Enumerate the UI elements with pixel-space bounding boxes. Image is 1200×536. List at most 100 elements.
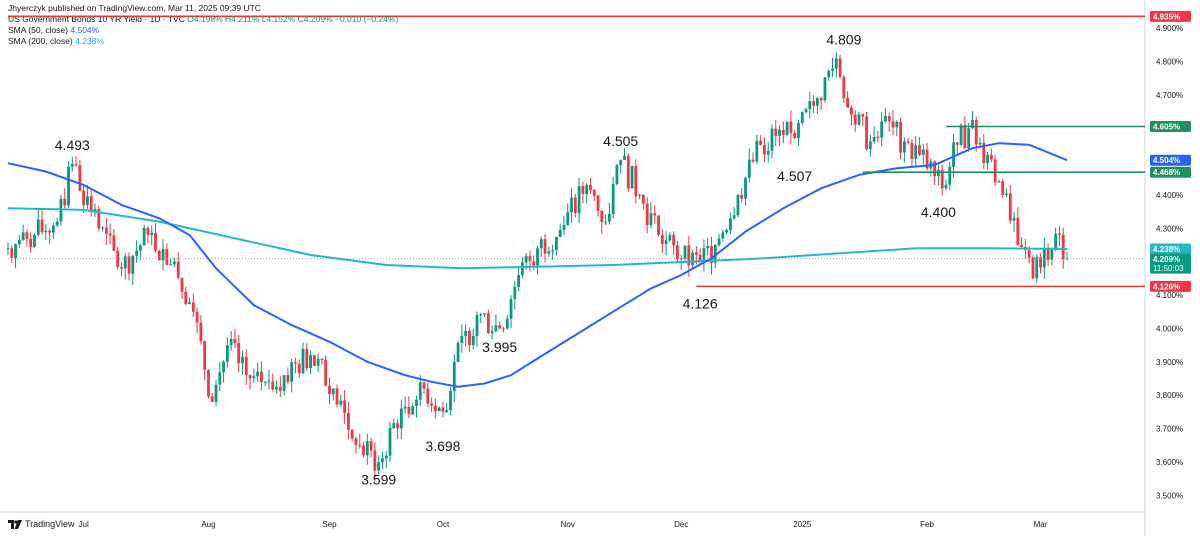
price-tag (1150, 243, 1191, 255)
candle-body (687, 245, 691, 266)
candle-body (763, 144, 766, 155)
candle-body (161, 249, 165, 261)
candle-body (112, 235, 116, 251)
candle-body (823, 77, 827, 101)
candle-body (25, 232, 29, 239)
candle-body (290, 362, 294, 382)
candle-body (887, 115, 891, 122)
price-tag-label: 4.126% (1153, 282, 1180, 291)
candle-body (850, 107, 853, 115)
candle-body (509, 299, 513, 319)
candle-body (294, 362, 297, 364)
candle-body (555, 237, 558, 250)
candle-body (449, 390, 452, 411)
candle-body (744, 177, 747, 199)
candle-body (33, 234, 36, 248)
candle-body (918, 145, 921, 155)
candle-body (21, 232, 25, 240)
candle-body (1005, 193, 1008, 195)
candle-body (963, 125, 967, 149)
sma200-value: 4.238% (75, 36, 104, 46)
candle-body (335, 388, 339, 405)
candle-body (101, 227, 104, 229)
candle-body (740, 194, 744, 199)
candle-body (997, 181, 1001, 183)
candle-body (381, 458, 384, 463)
candle-body (271, 381, 275, 390)
candle-body (728, 218, 732, 230)
candle-body (464, 330, 468, 336)
candle-body (343, 400, 347, 414)
candle-body (876, 136, 880, 138)
candle-body (899, 121, 902, 153)
symbol-name[interactable]: US Government Bonds 10 YR Yield · 1D · T… (8, 14, 185, 24)
candle-body (838, 58, 842, 77)
tradingview-brand[interactable]: TradingView (8, 519, 75, 529)
candle-body (403, 406, 407, 409)
candle-body (759, 140, 763, 145)
candle-body (377, 462, 381, 471)
price-tick-label: 3.900% (1156, 358, 1183, 367)
candle-body (475, 315, 479, 336)
candle-body (513, 286, 517, 300)
candle-body (562, 224, 566, 231)
candle-body (1012, 217, 1016, 221)
ohlc-values: O4.198% H4.211% L4.152% C4.209% −0.010 (… (187, 14, 399, 24)
candle-body (868, 141, 872, 150)
candle-body (1031, 257, 1035, 279)
candle-body (1054, 233, 1058, 250)
time-tick-label: Feb (920, 520, 934, 529)
legend-sma200[interactable]: SMA (200, close) 4.238% (8, 36, 104, 47)
candle-body (157, 250, 161, 261)
candle-body (452, 361, 456, 391)
candle-body (615, 165, 619, 185)
time-tick-label: 2025 (793, 520, 811, 529)
candle-body (993, 159, 997, 183)
candle-body (365, 441, 369, 456)
candle-body (203, 341, 207, 371)
time-tick-label: Sep (322, 520, 337, 529)
candle-body (989, 154, 993, 160)
candle-body (902, 141, 906, 153)
candle-body (702, 248, 706, 262)
candle-body (543, 239, 547, 254)
legend-sma50[interactable]: SMA (50, close) 4.504% (8, 25, 99, 36)
candle-body (131, 255, 135, 274)
candle-body (320, 358, 324, 360)
price-tag-label: 4.209% (1153, 255, 1180, 264)
candle-body (517, 275, 520, 287)
candle-body (770, 128, 774, 151)
candle-body (808, 101, 812, 110)
candle-body (490, 331, 494, 334)
candle-body (97, 208, 101, 229)
candle-body (532, 261, 536, 266)
candle-body (948, 166, 952, 185)
candle-body (566, 212, 570, 225)
candle-body (819, 98, 823, 101)
candle-body (150, 232, 154, 235)
candle-body (1027, 250, 1031, 258)
candle-body (468, 330, 471, 346)
candle-body (14, 244, 17, 258)
sma50-label: SMA (50, close) (8, 25, 68, 35)
candle-body (312, 355, 316, 366)
candle-body (169, 264, 173, 266)
candle-body (547, 251, 551, 254)
candle-body (441, 407, 445, 412)
candle-body (309, 355, 312, 369)
candle-body (165, 249, 169, 265)
candle-body (127, 256, 131, 274)
candle-body (846, 98, 850, 108)
price-annotation: 3.698 (425, 438, 460, 454)
candle-body (1042, 248, 1046, 268)
candle-body (282, 375, 286, 391)
candle-body (384, 455, 388, 459)
time-tick-label: Aug (201, 520, 215, 529)
candle-body (260, 371, 263, 383)
candle-body (619, 159, 623, 166)
sma200-label: SMA (200, close) (8, 36, 73, 46)
candle-body (1039, 257, 1042, 268)
candle-body (1046, 248, 1050, 260)
candle-body (539, 239, 543, 249)
